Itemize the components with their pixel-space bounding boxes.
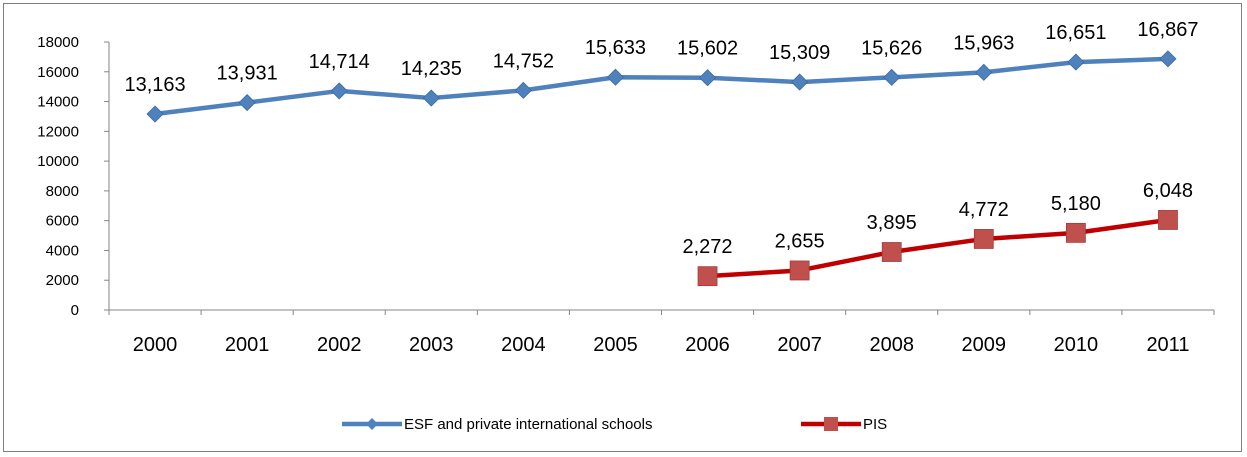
- x-tick-label: 2003: [409, 334, 454, 356]
- series-0-line: [154, 56, 1169, 117]
- x-tick-label: 2007: [777, 334, 822, 356]
- data-label: 2,272: [683, 236, 733, 258]
- y-tick-label: 4000: [46, 242, 79, 259]
- series-layer: [146, 50, 1178, 287]
- x-tick-label: 2001: [225, 334, 270, 356]
- y-tick-label: 18000: [37, 34, 79, 51]
- series-0-point: [238, 94, 256, 112]
- y-tick-label: 2000: [46, 272, 79, 289]
- x-tick-label: 2005: [593, 334, 638, 356]
- series-0-point: [1159, 50, 1177, 68]
- y-tick-label: 10000: [37, 153, 79, 170]
- y-tick-label: 16000: [37, 64, 79, 81]
- series-0-point: [883, 68, 901, 86]
- data-label: 14,235: [401, 58, 462, 80]
- data-label: 14,714: [309, 51, 370, 73]
- legend-label: PIS: [863, 416, 887, 433]
- series-0-point: [1067, 53, 1085, 71]
- data-label: 16,867: [1137, 19, 1198, 41]
- data-label: 13,931: [217, 63, 278, 85]
- legend-label: ESF and private international schools: [404, 416, 652, 433]
- axes: 0 2000 4000 6000 8000 10000 12000 14000 16000 180…: [37, 34, 1215, 356]
- data-labels: 13,163 13,931 14,714 14,235 14,752 15,633 15,6…: [124, 19, 1198, 258]
- y-tick-label: 8000: [46, 183, 79, 200]
- series-1-point: [881, 242, 902, 262]
- legend-diamond-icon: [366, 418, 378, 430]
- series-0-point: [698, 69, 717, 87]
- series-0-point: [606, 68, 625, 86]
- series-1-point: [1158, 210, 1178, 230]
- data-label: 15,309: [769, 42, 830, 64]
- data-label: 14,752: [493, 50, 554, 72]
- series-0-point: [975, 63, 993, 81]
- y-tick-label: 12000: [37, 123, 79, 140]
- series-1-point: [1065, 222, 1086, 243]
- data-label: 13,163: [124, 74, 185, 96]
- data-label: 16,651: [1045, 22, 1106, 44]
- series-0-point: [330, 82, 348, 100]
- legend-item-1: PIS: [801, 416, 887, 433]
- series-1-point: [973, 229, 994, 249]
- x-tick-label: 2011: [1146, 334, 1189, 356]
- x-tick-label: 2009: [962, 334, 1007, 356]
- y-tick-label: 0: [71, 302, 79, 319]
- series-0-point: [146, 105, 164, 123]
- data-label: 15,602: [677, 38, 738, 60]
- legend-item-0: ESF and private international schools: [342, 416, 652, 433]
- series-1-point: [697, 266, 718, 287]
- data-label: 5,180: [1051, 193, 1101, 215]
- data-label: 4,772: [959, 199, 1009, 221]
- legend-square-icon: [824, 417, 838, 431]
- data-label: 15,626: [861, 37, 922, 59]
- series-0-point: [791, 73, 809, 91]
- series-0-point: [422, 89, 440, 107]
- series-1-point: [789, 260, 810, 281]
- series-1-line: [707, 217, 1169, 279]
- x-tick-label: 2006: [685, 334, 730, 356]
- y-tick-label: 14000: [37, 94, 79, 111]
- data-label: 15,963: [953, 32, 1014, 54]
- x-tick-label: 2004: [501, 334, 546, 356]
- x-tick-label: 2000: [133, 334, 178, 356]
- x-tick-label: 2010: [1054, 334, 1099, 356]
- legend: ESF and private international schools PIS: [342, 416, 887, 433]
- data-label: 2,655: [775, 230, 825, 252]
- x-tick-label: 2002: [317, 334, 362, 356]
- data-label: 6,048: [1143, 180, 1193, 202]
- data-label: 3,895: [867, 212, 917, 234]
- x-tick-label: 2008: [869, 334, 914, 356]
- series-0-point: [514, 81, 532, 99]
- y-tick-label: 6000: [46, 213, 79, 230]
- data-label: 15,633: [585, 37, 646, 59]
